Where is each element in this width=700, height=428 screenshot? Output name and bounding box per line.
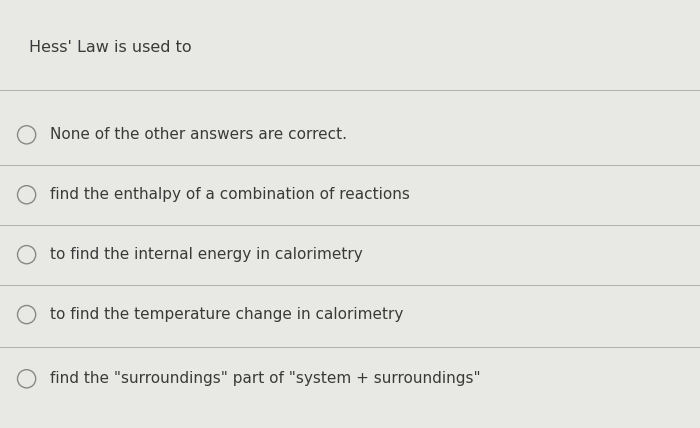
Text: to find the temperature change in calorimetry: to find the temperature change in calori… <box>50 307 404 322</box>
Text: None of the other answers are correct.: None of the other answers are correct. <box>50 127 347 143</box>
Text: to find the internal energy in calorimetry: to find the internal energy in calorimet… <box>50 247 363 262</box>
Text: find the "surroundings" part of "system + surroundings": find the "surroundings" part of "system … <box>50 371 481 386</box>
Text: find the enthalpy of a combination of reactions: find the enthalpy of a combination of re… <box>50 187 410 202</box>
Text: Hess' Law is used to: Hess' Law is used to <box>29 39 192 55</box>
